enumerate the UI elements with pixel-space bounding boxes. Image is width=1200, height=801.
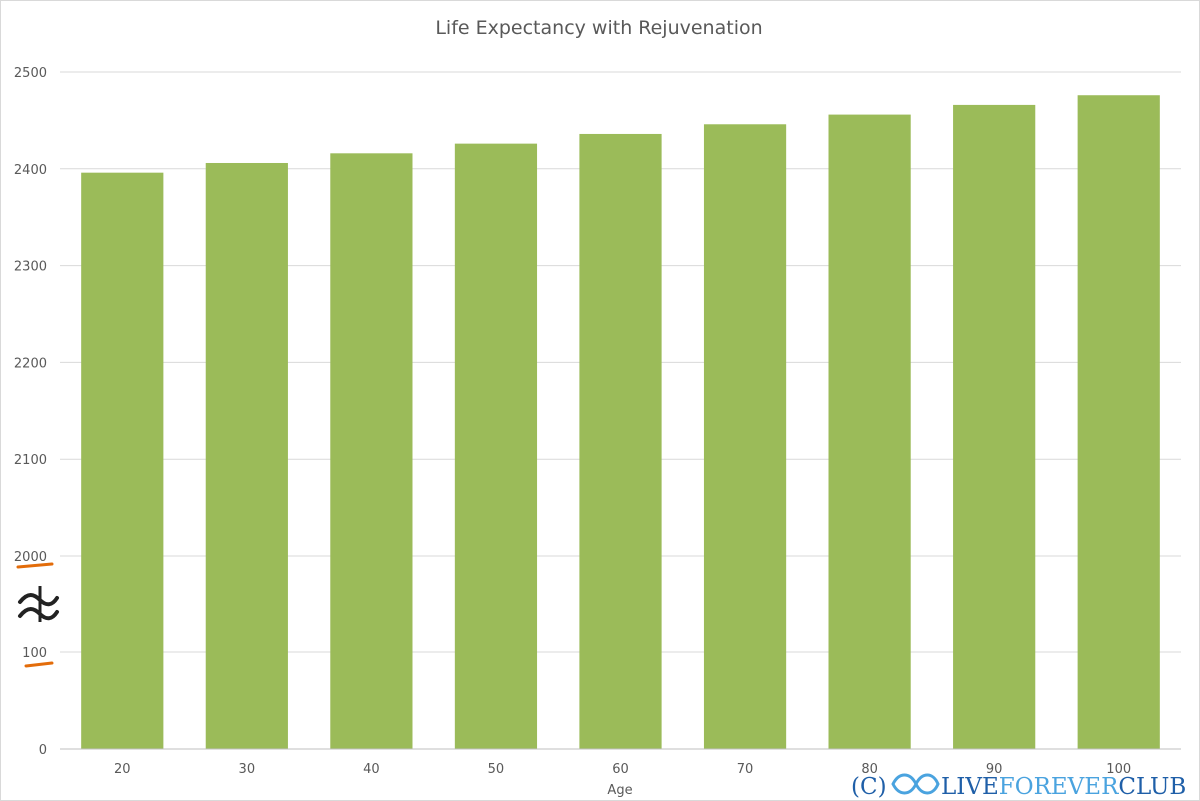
x-tick-label: 100 bbox=[1106, 762, 1131, 777]
axis-break-icon bbox=[16, 562, 59, 668]
x-tick-label: 20 bbox=[114, 762, 131, 777]
x-tick-label: 60 bbox=[612, 762, 629, 777]
x-tick-label: 40 bbox=[363, 762, 380, 777]
watermark-forever: FOREVER bbox=[999, 774, 1119, 800]
bar-age-70 bbox=[703, 124, 787, 750]
y-axis-ticks: 0 100 2000 2100 2200 2300 2400 2500 bbox=[14, 66, 47, 758]
bar-age-90 bbox=[953, 104, 1036, 750]
svg-text:(C): (C) bbox=[851, 774, 887, 800]
x-tick-label: 90 bbox=[986, 762, 1003, 777]
watermark-logo: (C) LIVEFOREVERCLUB bbox=[851, 773, 1186, 800]
bar-age-20 bbox=[81, 172, 164, 749]
y-tick-label: 2000 bbox=[14, 550, 47, 565]
bar-age-40 bbox=[330, 153, 413, 749]
infinity-icon bbox=[891, 773, 940, 795]
y-tick-label: 100 bbox=[22, 646, 47, 661]
x-axis-label: Age bbox=[607, 783, 632, 798]
watermark-club: CLUB bbox=[1118, 774, 1186, 800]
y-tick-label: 0 bbox=[39, 743, 47, 758]
y-tick-label: 2500 bbox=[14, 66, 47, 81]
bar-age-50 bbox=[454, 143, 538, 749]
chart-title: Life Expectancy with Rejuvenation bbox=[435, 17, 762, 39]
bar-age-100 bbox=[1077, 95, 1160, 750]
x-axis-ticks: 20 30 40 50 60 70 80 90 100 bbox=[114, 762, 1131, 777]
x-tick-label: 30 bbox=[239, 762, 256, 777]
x-tick-label: 80 bbox=[861, 762, 878, 777]
y-tick-label: 2100 bbox=[14, 453, 47, 468]
bar-age-30 bbox=[205, 162, 288, 749]
x-tick-label: 70 bbox=[737, 762, 754, 777]
y-tick-label: 2200 bbox=[14, 356, 47, 371]
bar-age-60 bbox=[579, 133, 662, 749]
bars bbox=[81, 95, 1160, 750]
watermark-prefix: (C) bbox=[851, 774, 887, 800]
y-tick-label: 2300 bbox=[14, 260, 47, 275]
x-tick-label: 50 bbox=[488, 762, 505, 777]
bar-age-80 bbox=[828, 114, 911, 750]
watermark-live: LIVE bbox=[941, 774, 999, 800]
svg-text:LIVEFOREVERCLUB: LIVEFOREVERCLUB bbox=[941, 774, 1186, 800]
y-tick-label: 2400 bbox=[14, 163, 47, 178]
